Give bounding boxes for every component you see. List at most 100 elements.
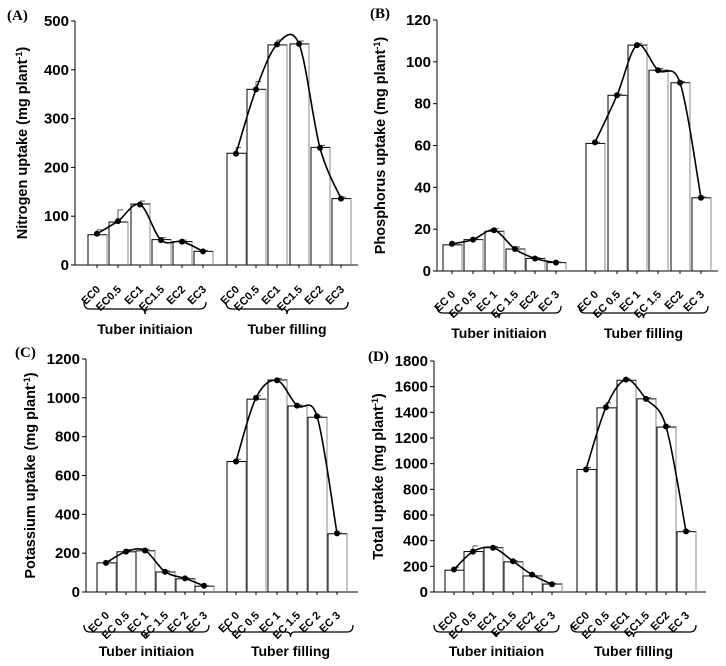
- trend-point: [510, 558, 516, 565]
- group-bracket: [225, 301, 349, 315]
- group-label: Tuber filling: [251, 643, 330, 659]
- trend-point: [583, 466, 589, 473]
- bar: [246, 88, 267, 266]
- y-tick-label: 40: [414, 179, 431, 196]
- bar: [87, 234, 108, 266]
- panel-letter: (B): [370, 6, 390, 22]
- trend-point: [94, 230, 100, 237]
- x-tick-label: EC2: [662, 289, 686, 313]
- group-bracket: [436, 305, 562, 319]
- trend-point: [103, 559, 109, 566]
- bar: [607, 94, 628, 272]
- panel-letter: (D): [368, 349, 389, 365]
- y-tick-label: 0: [423, 263, 431, 280]
- y-tick-label: 120: [406, 12, 431, 29]
- trend-point: [317, 144, 323, 151]
- y-tick-label: 400: [403, 533, 428, 550]
- group-bracket: [578, 305, 709, 319]
- panel-letter: (C): [15, 345, 36, 361]
- trend-point: [200, 248, 206, 255]
- y-tick-label: 300: [44, 111, 69, 128]
- bar: [287, 405, 308, 593]
- y-tick-label: 0: [61, 257, 69, 274]
- bar: [483, 547, 504, 593]
- bar: [656, 426, 677, 593]
- bar: [484, 230, 505, 272]
- y-tick-label: 200: [55, 545, 80, 562]
- y-tick-label: 1200: [47, 351, 80, 368]
- bar: [267, 379, 288, 593]
- bar: [596, 407, 617, 593]
- y-axis-label: Phosphorus uptake (mg plant-1): [372, 37, 389, 255]
- y-axis-label: Total uptake (mg plant-1): [370, 393, 387, 560]
- bar: [463, 551, 484, 593]
- trend-point: [643, 395, 649, 402]
- x-tick-label: EC 3: [681, 289, 707, 315]
- trend-point: [663, 423, 669, 430]
- trend-point: [512, 246, 518, 253]
- bar: [307, 416, 328, 593]
- chart-panel: (D) Total uptake (mg plant-1) 0 200 400 600 80…: [368, 349, 706, 659]
- trend-point: [253, 86, 259, 93]
- group-label: Tuber initiaion: [451, 325, 546, 341]
- y-tick-label: 100: [44, 208, 69, 225]
- group-bracket: [433, 624, 560, 638]
- bar: [576, 468, 597, 593]
- y-tick-label: 0: [420, 584, 428, 601]
- y-tick-label: 400: [55, 506, 80, 523]
- group-bracket: [83, 624, 210, 638]
- group-label: Tuber initiaion: [99, 643, 194, 659]
- bar: [444, 569, 465, 593]
- trend-point: [634, 42, 640, 49]
- trend-point: [529, 571, 535, 578]
- y-tick-label: 0: [72, 584, 80, 601]
- y-tick-label: 400: [44, 62, 69, 79]
- trend-point: [162, 568, 168, 575]
- trend-point: [201, 582, 207, 589]
- trend-point: [491, 227, 497, 234]
- x-tick-label: EC2: [517, 289, 541, 313]
- y-tick-label: 1800: [395, 353, 428, 370]
- bar: [648, 69, 669, 272]
- group-label: Tuber filling: [594, 643, 673, 659]
- bar: [627, 44, 648, 272]
- y-tick-label: 80: [414, 96, 431, 113]
- y-tick-label: 600: [403, 507, 428, 524]
- y-axis-label: Potassium uptake (mg plant-1): [22, 372, 39, 578]
- y-tick-label: 20: [414, 221, 431, 238]
- bar: [636, 398, 657, 593]
- bar: [267, 44, 288, 266]
- trend-point: [137, 201, 143, 208]
- trend-point: [274, 377, 280, 384]
- trend-point: [470, 548, 476, 555]
- y-tick-label: 800: [403, 481, 428, 498]
- trend-point: [115, 218, 121, 225]
- trend-point: [470, 236, 476, 243]
- trend-point: [451, 566, 457, 573]
- trend-point: [179, 238, 185, 245]
- group-label: Tuber filling: [604, 325, 683, 341]
- bar: [226, 461, 247, 593]
- bar: [442, 244, 463, 272]
- bar: [96, 562, 117, 593]
- chart-panel: (A) Nitrogen uptake (mg plant-1) 0 100 200 30…: [7, 8, 358, 337]
- bar: [616, 379, 637, 593]
- group-label: Tuber initiaion: [449, 643, 544, 659]
- trend-point: [683, 528, 689, 535]
- y-tick-label: 1600: [395, 379, 428, 396]
- y-tick-label: 1000: [47, 390, 80, 407]
- trend-point: [553, 259, 559, 266]
- trend-point: [592, 139, 598, 146]
- trend-point: [314, 413, 320, 420]
- trend-point: [549, 581, 555, 588]
- panel-letter: (A): [7, 8, 28, 24]
- group-bracket: [83, 301, 207, 315]
- trend-point: [698, 194, 704, 201]
- trend-point: [296, 40, 302, 47]
- trend-point: [233, 458, 239, 465]
- trend-point: [158, 237, 164, 244]
- bar: [310, 146, 331, 266]
- bar: [116, 551, 137, 593]
- trend-point: [142, 547, 148, 554]
